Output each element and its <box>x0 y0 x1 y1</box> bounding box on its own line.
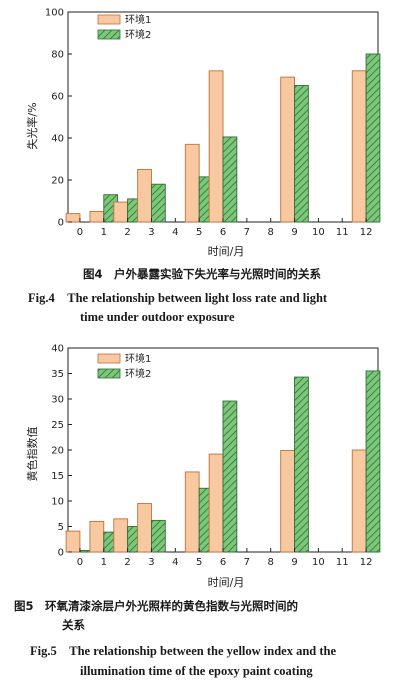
bar-series-2-month-9 <box>294 376 309 553</box>
y-tick-label: 100 <box>45 8 64 19</box>
legend-swatch-series-2 <box>97 368 121 379</box>
y-tick-label: 0 <box>58 218 64 229</box>
x-tick-label: 7 <box>244 227 250 238</box>
bar-series-2-month-9 <box>294 85 309 223</box>
x-tick-label: 0 <box>77 227 83 238</box>
bar-series-1-month-0 <box>65 530 81 553</box>
x-tick-label: 9 <box>291 557 297 568</box>
y-axis-label: 黄色指数值 <box>25 427 39 482</box>
legend: 环境1 环境2 <box>97 352 151 380</box>
bar-series-1-month-5 <box>184 143 200 223</box>
x-tick-label: 6 <box>220 227 226 238</box>
x-tick-label: 3 <box>148 557 154 568</box>
bar-series-2-month-12 <box>365 370 381 553</box>
y-tick-label: 40 <box>51 134 64 145</box>
bar-series-1-month-9 <box>280 76 295 223</box>
bar-series-1-month-1 <box>89 520 105 553</box>
bar-series-2-month-6 <box>222 136 238 223</box>
x-tick-label: 7 <box>244 557 250 568</box>
x-tick-label: 10 <box>312 557 325 568</box>
x-tick-label: 11 <box>336 227 349 238</box>
y-tick-label: 0 <box>58 548 64 559</box>
x-tick-label: 1 <box>101 557 107 568</box>
y-tick-label: 15 <box>51 471 64 482</box>
bar-series-1-month-0 <box>65 213 81 223</box>
legend-label-series-2: 环境2 <box>125 28 151 41</box>
y-tick-label: 40 <box>51 344 64 355</box>
legend-swatch-series-1 <box>97 14 121 25</box>
x-tick-label: 3 <box>148 227 154 238</box>
x-tick-label: 6 <box>220 557 226 568</box>
figure-4-caption-en-line-1: Fig.4 The relationship between light los… <box>28 291 328 305</box>
x-axis-label: 时间/月 <box>208 245 245 258</box>
legend-label-series-1: 环境1 <box>125 352 151 365</box>
figure-4-caption-en-line-2: time under outdoor exposure <box>80 310 235 324</box>
y-tick-label: 20 <box>51 176 64 187</box>
x-tick-label: 5 <box>196 557 202 568</box>
legend-swatch-series-2 <box>97 29 121 40</box>
x-tick-label: 10 <box>312 227 325 238</box>
bar-series-2-month-3 <box>151 183 166 223</box>
bar-series-2-month-6 <box>222 400 238 553</box>
bar-series-2-month-12 <box>365 53 381 223</box>
x-tick-label: 0 <box>77 557 83 568</box>
x-tick-label: 9 <box>291 227 297 238</box>
y-tick-label: 10 <box>51 497 64 508</box>
bar-series-1-month-12 <box>351 449 367 553</box>
bar-series-1-month-2 <box>113 201 129 223</box>
x-tick-label: 8 <box>268 227 274 238</box>
bar-series-1-month-3 <box>137 503 152 553</box>
x-tick-label: 1 <box>101 227 107 238</box>
legend-swatch-series-1 <box>97 353 121 364</box>
legend-label-series-2: 环境2 <box>125 367 151 380</box>
bar-series-1-month-1 <box>89 211 105 223</box>
figure-5-caption-zh-line-1: 图5 环氧清漆涂层户外光照样的黄色指数与光照时间的 <box>14 599 298 613</box>
figure-5-caption-en-line-1: Fig.5 The relationship between the yello… <box>30 644 337 658</box>
y-tick-label: 80 <box>51 50 64 61</box>
bar-series-1-month-2 <box>113 518 129 553</box>
x-tick-label: 2 <box>124 227 130 238</box>
y-tick-label: 25 <box>51 420 64 431</box>
x-axis-label: 时间/月 <box>208 576 245 589</box>
y-tick-label: 20 <box>51 446 64 457</box>
y-tick-label: 30 <box>51 395 64 406</box>
bar-series-1-month-3 <box>137 169 152 223</box>
figure-5-caption-en-line-2: illumination time of the epoxy paint coa… <box>80 664 313 678</box>
figure-5-caption-zh-line-2: 关系 <box>62 618 85 632</box>
bar-series-1-month-5 <box>184 471 200 553</box>
legend-label-series-1: 环境1 <box>125 13 151 26</box>
bar-series-1-month-6 <box>208 70 224 223</box>
bar-series-1-month-9 <box>280 450 295 553</box>
figure-4-caption-zh: 图4 户外暴露实验下失光率与光照时间的关系 <box>83 267 321 281</box>
x-tick-label: 4 <box>172 557 178 568</box>
y-tick-label: 35 <box>51 369 64 380</box>
x-tick-label: 5 <box>196 227 202 238</box>
x-tick-label: 11 <box>336 557 349 568</box>
y-tick-label: 60 <box>51 92 64 103</box>
legend: 环境1 环境2 <box>97 13 151 41</box>
bar-series-1-month-12 <box>351 70 367 223</box>
x-tick-label: 12 <box>360 227 373 238</box>
x-tick-label: 12 <box>360 557 373 568</box>
x-tick-label: 4 <box>172 227 178 238</box>
bar-series-2-month-3 <box>151 519 166 553</box>
y-axis-label: 失光率/% <box>25 102 39 149</box>
y-tick-label: 5 <box>58 522 64 533</box>
x-tick-label: 8 <box>268 557 274 568</box>
bar-series-1-month-6 <box>208 453 224 553</box>
x-tick-label: 2 <box>124 557 130 568</box>
